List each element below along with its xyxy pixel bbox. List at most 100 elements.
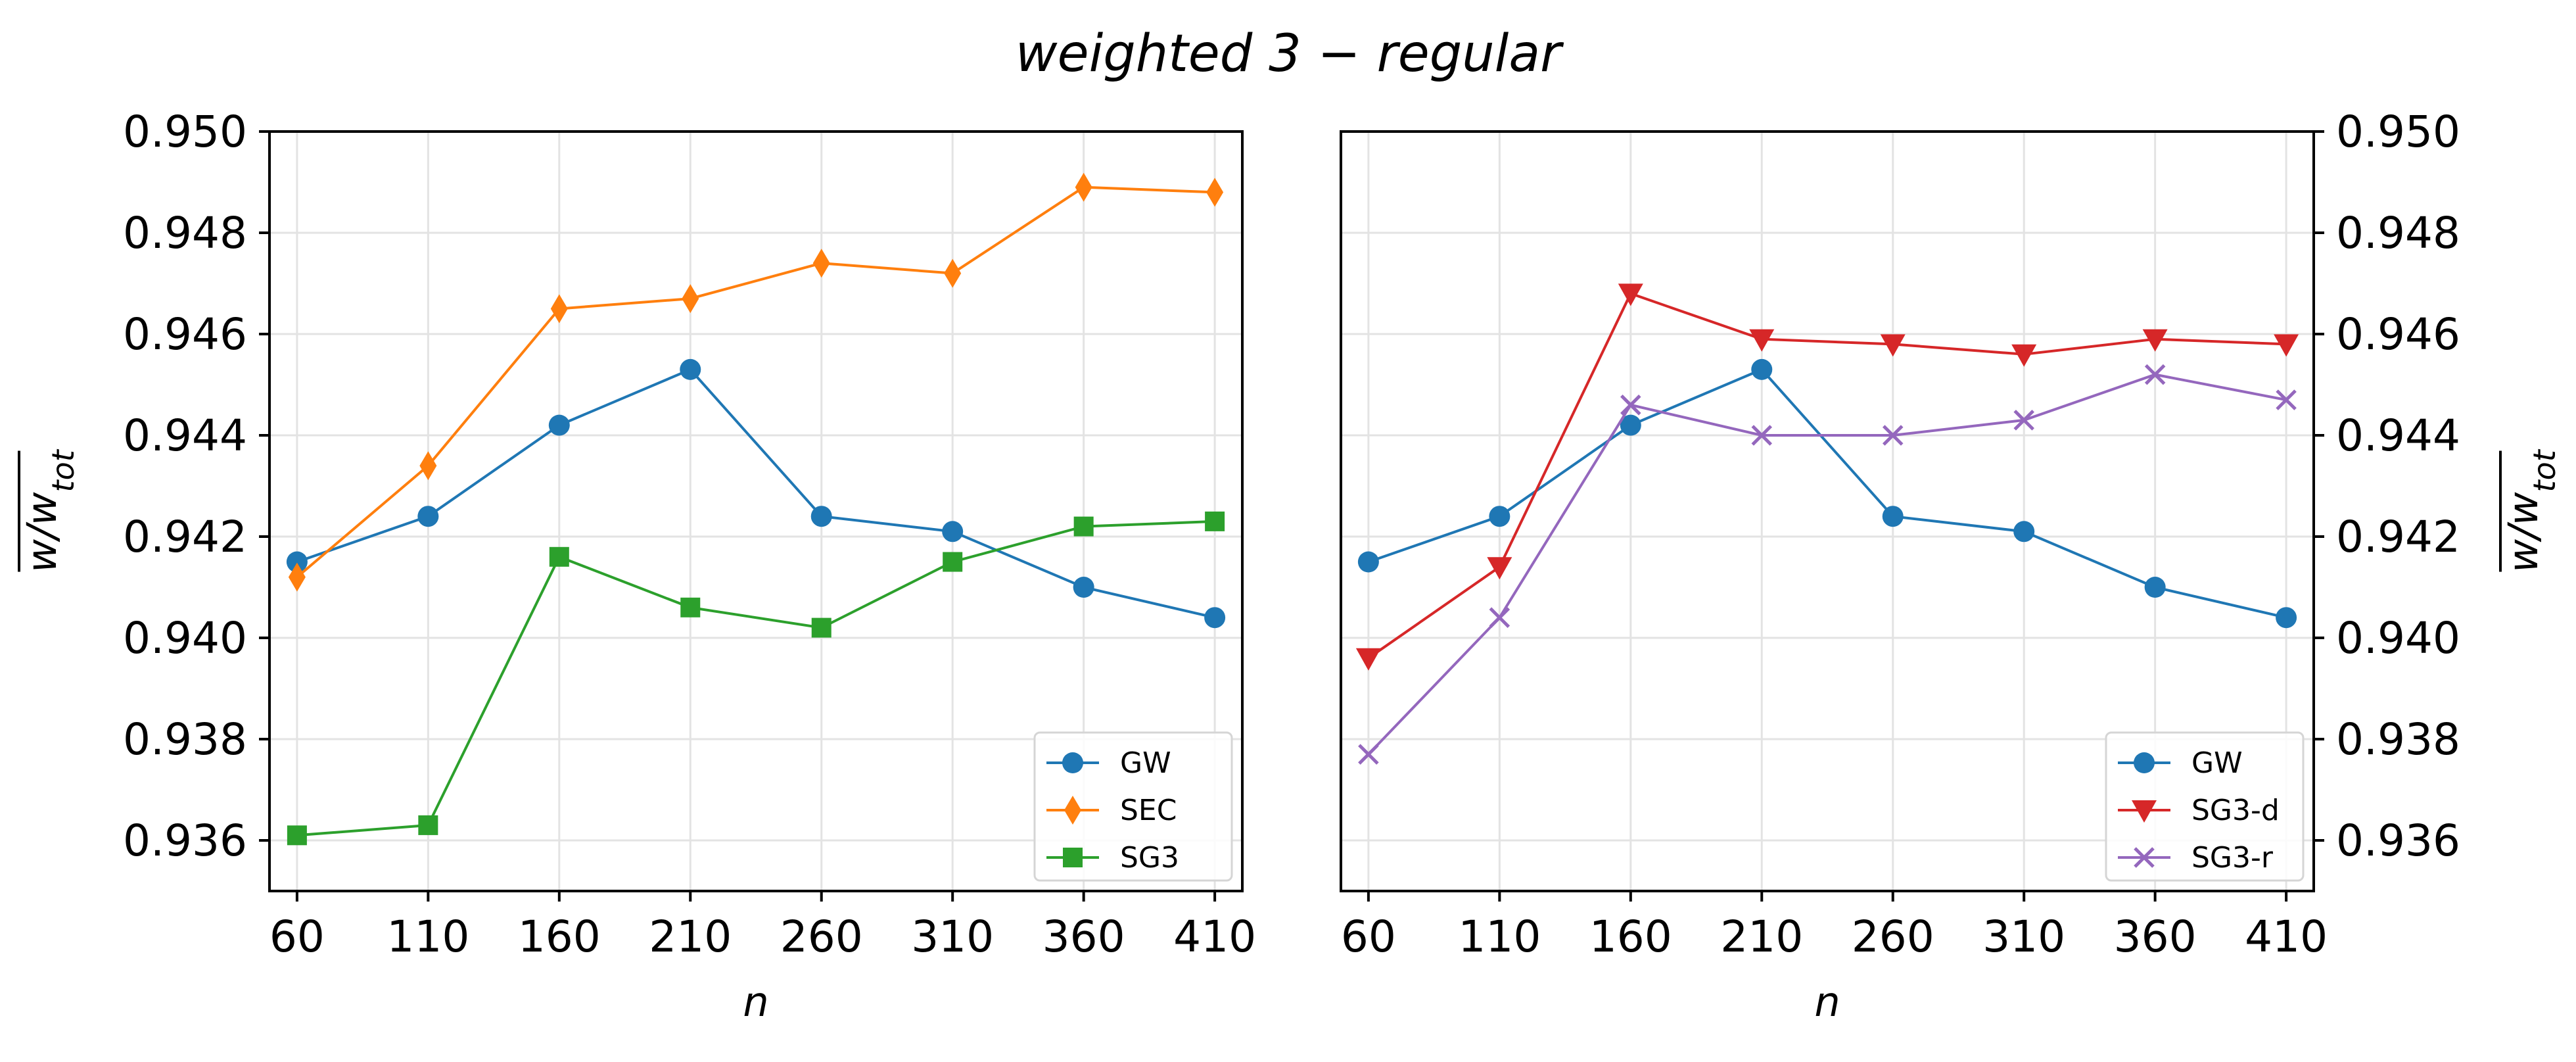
series-line-SG3-d [1367, 291, 2287, 660]
x-tick-label: 360 [1042, 911, 1125, 962]
legend: GW SEC SG3 [1033, 731, 1233, 882]
y-tick-label: 0.936 [2336, 815, 2460, 866]
x-tick-label: 310 [911, 911, 994, 962]
data-point-SG3 [1073, 516, 1094, 537]
y-tick-label: 0.948 [2336, 208, 2460, 258]
y-tick-label: 0.946 [2336, 309, 2460, 360]
series-GW [1357, 358, 2297, 629]
legend-marker [1064, 796, 1081, 825]
data-point-GW [286, 551, 308, 573]
y-axis-label-subscript: tot [2527, 448, 2562, 492]
x-tick-label: 310 [1982, 911, 2065, 962]
x-tick-label: 60 [269, 911, 325, 962]
series-SG3-d [1355, 283, 2299, 671]
data-point-GW [1882, 506, 1904, 527]
data-point-GW [2276, 607, 2297, 629]
data-point-SG3-d [2011, 344, 2037, 367]
legend-marker [2134, 752, 2155, 773]
y-tick-label: 0.938 [123, 714, 247, 765]
y-tick-label: 0.946 [123, 309, 247, 360]
y-tick-label: 0.948 [123, 208, 247, 258]
data-point-SG3-r [1358, 744, 1379, 765]
data-point-SG3 [680, 597, 701, 617]
data-point-SG3 [811, 617, 831, 638]
legend-marker [2132, 800, 2157, 823]
data-point-SG3-r [2013, 410, 2034, 431]
left-chart-panel: 60 110 160 210 260 310 360 410 0.936 0.938 0.940 0.… [18, 107, 1256, 1026]
data-point-SEC [419, 451, 437, 481]
series-line-GW [1368, 368, 2287, 619]
legend-item: SG3-r [2118, 841, 2274, 875]
data-point-GW [548, 414, 570, 436]
x-tick-label: 260 [780, 911, 863, 962]
y-tick-label: 0.940 [123, 613, 247, 664]
data-point-SG3-r [1751, 425, 1773, 446]
data-point-SG3-d [1749, 329, 1775, 352]
legend-item: SG3-d [2118, 794, 2280, 827]
x-tick-label: 410 [2245, 911, 2328, 962]
y-axis-label-main: w/w [2499, 492, 2547, 573]
data-point-GW [1073, 577, 1094, 598]
legend-marker [1062, 752, 1083, 773]
data-point-SG3 [549, 546, 569, 567]
y-axis-label-main: w/w [18, 492, 66, 573]
data-point-SG3-r [2276, 389, 2297, 410]
data-point-GW [942, 521, 964, 543]
data-point-SG3-d [2142, 329, 2168, 352]
legend-label: GW [1120, 746, 1171, 780]
data-point-SEC [550, 294, 568, 324]
data-point-GW [1357, 551, 1379, 573]
y-tick-label: 0.942 [2336, 512, 2460, 562]
data-point-GW [1751, 358, 1773, 380]
data-point-SEC [944, 258, 962, 288]
data-point-SG3-r [1882, 425, 1904, 446]
legend-item: GW [2118, 746, 2243, 780]
figure-title: weighted 3 − regular [1016, 24, 1564, 84]
legend-item: SG3 [1046, 841, 1179, 875]
y-tick-label: 0.936 [123, 815, 247, 866]
x-tick-label: 60 [1341, 911, 1396, 962]
data-point-SG3-d [1880, 334, 1906, 357]
data-point-SEC [1206, 178, 1224, 207]
plot-frame [268, 130, 1244, 892]
x-tick-label: 210 [649, 911, 732, 962]
series-line-SEC [296, 185, 1215, 579]
legend-label: SG3 [1120, 841, 1179, 875]
legend-label: SG3-r [2191, 841, 2274, 875]
x-tick-label: 260 [1852, 911, 1934, 962]
legend: GW SG3-d SG3-r [2105, 731, 2305, 882]
y-tick-label: 0.950 [123, 107, 247, 157]
series-line-GW [296, 368, 1215, 619]
data-point-SG3 [287, 825, 307, 846]
y-tick-label: 0.944 [123, 410, 247, 461]
x-tick-label: 210 [1720, 911, 1803, 962]
y-tick-label: 0.938 [2336, 714, 2460, 765]
x-axis-label: n [743, 978, 768, 1026]
plot-frame [1340, 130, 2315, 892]
y-axis-label-subscript: tot [45, 448, 81, 492]
data-point-SEC [812, 249, 830, 278]
legend-marker [1063, 848, 1083, 867]
legend-label: SG3-d [2191, 794, 2280, 827]
series-SG3 [287, 511, 1225, 846]
legend-box [2105, 731, 2305, 882]
data-point-SG3-d [1355, 648, 1381, 671]
series-SEC [288, 172, 1224, 592]
y-tick-label: 0.940 [2336, 613, 2460, 664]
y-tick-label: 0.950 [2336, 107, 2460, 157]
data-point-GW [1204, 607, 1226, 629]
legend-item: SEC [1046, 794, 1177, 827]
y-tick-label: 0.944 [2336, 410, 2460, 461]
y-tick-label: 0.942 [123, 512, 247, 562]
legend-item: GW [1046, 746, 1171, 780]
data-point-GW [2013, 521, 2035, 543]
data-point-GW [680, 358, 701, 380]
x-axis-label: n [1814, 978, 1840, 1026]
data-point-SG3 [418, 815, 438, 835]
data-point-SEC [682, 284, 699, 314]
data-point-SG3-d [1487, 557, 1512, 580]
series-SG3-r [1358, 364, 2297, 765]
x-tick-label: 160 [518, 911, 601, 962]
